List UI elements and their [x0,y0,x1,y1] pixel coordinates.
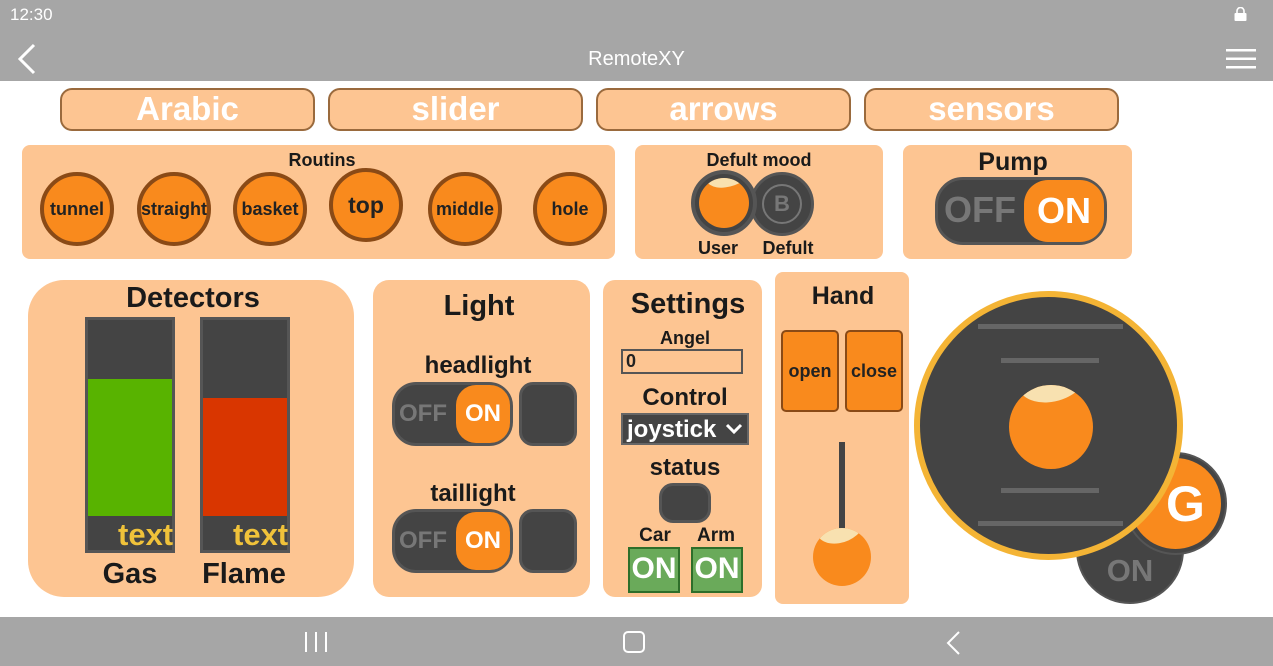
flame-bar: text [200,317,290,553]
user-mode-option[interactable] [691,170,757,236]
tab-arabic[interactable]: Arabic [60,88,315,131]
chevron-down-icon [725,423,743,435]
lock-icon [1234,7,1247,21]
defult-mode-option[interactable]: B [750,172,814,236]
pump-panel: Pump OFF ON [903,145,1132,259]
joystick-guide-line-3 [1001,488,1099,493]
home-icon[interactable] [622,630,646,654]
angel-input[interactable]: 0 [621,349,743,374]
routine-straight-button[interactable]: straight [137,172,211,246]
routins-title: Routins [288,150,356,170]
headlight-on-label: ON [456,385,510,443]
flame-value-text: text [233,517,289,552]
gas-value-text: text [118,517,174,552]
user-label: User [697,238,739,258]
hand-title: Hand [811,282,875,310]
defult-label: Defult [762,238,814,258]
joystick-guide-line-4 [978,521,1123,526]
tab-sensors[interactable]: sensors [864,88,1119,131]
routine-tunnel-button[interactable]: tunnel [40,172,114,246]
back-arrow-icon[interactable] [14,42,42,76]
recents-icon[interactable] [302,630,330,654]
settings-panel: Settings Angel 0 Control joystick status… [603,280,762,597]
headlight-toggle[interactable]: OFF ON [392,382,513,446]
gas-bar: text [85,317,175,553]
joystick-guide-line-1 [978,324,1123,329]
status-label: status [649,454,721,481]
b-badge: B [762,184,802,224]
status-indicator [659,483,711,523]
app-bar: RemoteXY [0,30,1273,81]
app-title: RemoteXY [588,48,685,70]
flame-label: Flame [202,558,286,590]
pump-title: Pump [978,148,1048,176]
headlight-label: headlight [424,352,532,379]
hand-slider-track [839,442,845,558]
defult-mood-title: Defult mood [706,150,812,170]
taillight-on-label: ON [456,512,510,570]
routine-basket-button[interactable]: basket [233,172,307,246]
light-title: Light [443,290,515,322]
car-on-button[interactable]: ON [628,547,680,593]
gas-label: Gas [102,558,158,590]
flame-level-fill [203,398,287,516]
taillight-indicator [519,509,577,573]
tab-slider[interactable]: slider [328,88,583,131]
control-label: Control [642,384,728,411]
navigation-bar [0,617,1273,666]
defult-mood-panel: Defult mood B User Defult [635,145,883,259]
status-time: 12:30 [10,5,53,24]
tab-arrows[interactable]: arrows [596,88,851,131]
nav-back-icon[interactable] [944,630,964,656]
pump-off-label: OFF [944,189,1016,230]
user-mode-knob [699,178,749,228]
gas-level-fill [88,379,172,516]
control-select-value: joystick [627,416,717,443]
hand-open-button[interactable]: open [781,330,839,412]
light-panel: Light headlight OFF ON taillight OFF ON [373,280,590,597]
joystick-knob[interactable] [1009,385,1093,469]
joystick-pad[interactable] [914,291,1183,560]
detectors-panel: Detectors text text Gas Flame [28,280,354,597]
routine-middle-button[interactable]: middle [428,172,502,246]
routine-top-button[interactable]: top [329,168,403,242]
pump-on-label: ON [1024,180,1104,242]
joystick-on-label: ON [1106,553,1154,588]
car-label: Car [639,525,671,546]
status-bar: 12:30 [0,0,1273,30]
control-select[interactable]: joystick [621,413,749,445]
hand-slider-knob[interactable] [813,528,871,586]
hand-panel: Hand open close [775,272,909,604]
detectors-title: Detectors [126,282,260,314]
routins-panel: Routins tunnel straight basket top middl… [22,145,615,259]
headlight-indicator [519,382,577,446]
arm-label: Arm [696,525,735,546]
settings-title: Settings [630,288,746,320]
joystick-guide-line-2 [1001,358,1099,363]
angel-label: Angel [659,328,710,348]
taillight-label: taillight [430,480,516,507]
pump-toggle[interactable]: OFF ON [935,177,1107,245]
headlight-off-label: OFF [399,400,447,427]
arm-on-button[interactable]: ON [691,547,743,593]
hamburger-menu-icon[interactable] [1226,47,1258,71]
routine-hole-button[interactable]: hole [533,172,607,246]
hand-close-button[interactable]: close [845,330,903,412]
taillight-toggle[interactable]: OFF ON [392,509,513,573]
taillight-off-label: OFF [399,527,447,554]
